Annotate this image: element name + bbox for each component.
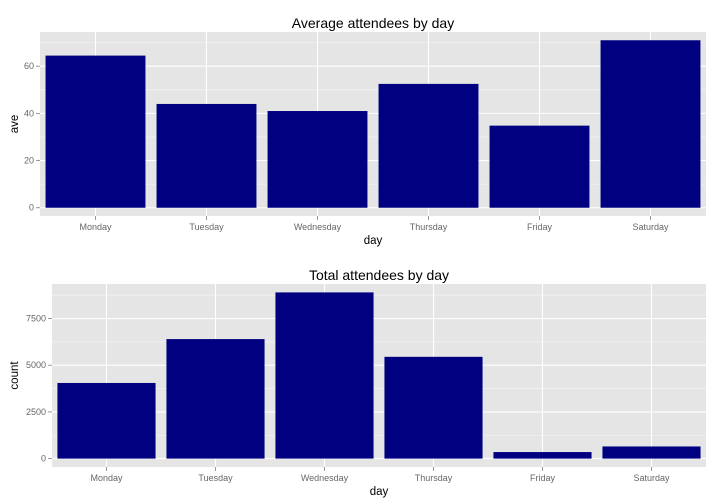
plot-panel	[40, 32, 706, 216]
y-axis-ticks: 0 2500 5000 7500	[26, 314, 52, 464]
bar-saturday	[600, 40, 701, 208]
bar-monday	[45, 55, 146, 208]
y-tick-label: 2500	[26, 407, 46, 417]
bar-friday	[493, 452, 592, 459]
x-tick-label: Tuesday	[198, 473, 233, 483]
chart-title: Average attendees by day	[292, 15, 454, 31]
bar-thursday	[384, 356, 483, 459]
y-axis-title: ave	[9, 115, 21, 134]
y-axis-ticks: 0 20 40 60	[24, 61, 40, 213]
x-tick-label: Friday	[530, 473, 556, 483]
plot-panel	[52, 284, 706, 467]
y-tick-label: 40	[24, 108, 34, 118]
x-tick-label: Saturday	[632, 222, 669, 232]
total-attendees-chart: 0 2500 5000 7500 Monday Tuesday Wednesday Thur…	[9, 267, 706, 498]
average-attendees-chart: 0 20 40 60 Monday Tuesday Wednesday Thursday Fr…	[9, 15, 706, 247]
x-tick-label: Friday	[527, 222, 553, 232]
bar-thursday	[378, 83, 479, 208]
bar-wednesday	[267, 111, 368, 208]
y-tick-label: 20	[24, 156, 34, 166]
x-axis-ticks: Monday Tuesday Wednesday Thursday Friday Satu…	[79, 216, 669, 232]
bar-saturday	[602, 446, 701, 459]
y-tick-label: 60	[24, 61, 34, 71]
x-tick-label: Thursday	[410, 222, 448, 232]
x-axis-title: day	[364, 235, 383, 247]
x-tick-label: Wednesday	[301, 473, 349, 483]
y-tick-label: 0	[41, 454, 46, 464]
bar-tuesday	[166, 339, 265, 459]
y-axis-title: count	[9, 361, 21, 390]
bar-tuesday	[156, 103, 257, 208]
bars	[45, 40, 701, 208]
y-tick-label: 0	[29, 203, 34, 213]
x-tick-label: Wednesday	[294, 222, 342, 232]
chart-title: Total attendees by day	[309, 267, 449, 283]
x-axis-title: day	[370, 486, 389, 498]
y-tick-label: 5000	[26, 360, 46, 370]
x-tick-label: Thursday	[415, 473, 453, 483]
bar-wednesday	[275, 292, 374, 459]
x-tick-label: Monday	[90, 473, 123, 483]
x-tick-label: Saturday	[633, 473, 670, 483]
x-tick-label: Tuesday	[189, 222, 224, 232]
x-tick-label: Monday	[79, 222, 112, 232]
bars	[57, 292, 701, 459]
y-tick-label: 7500	[26, 314, 46, 324]
bar-monday	[57, 382, 156, 459]
gridlines	[52, 284, 706, 467]
bar-friday	[489, 125, 590, 208]
x-axis-ticks: Monday Tuesday Wednesday Thursday Friday Satu…	[90, 467, 670, 483]
